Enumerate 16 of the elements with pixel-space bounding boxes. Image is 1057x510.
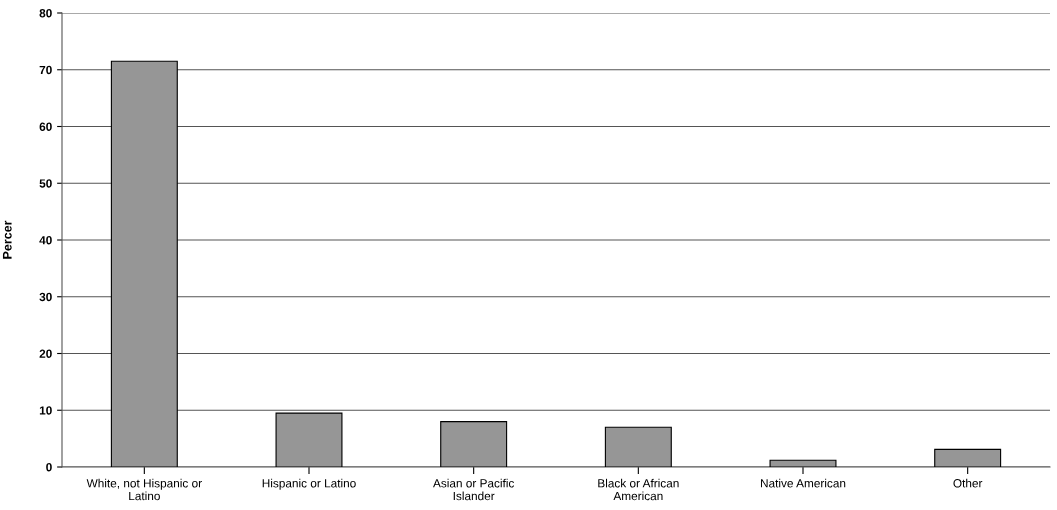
- x-tick-label: Other: [953, 478, 983, 488]
- y-tick-label: 20: [39, 349, 52, 358]
- x-tick-label: Hispanic or Latino: [262, 478, 356, 490]
- y-tick-label: 50: [39, 179, 52, 188]
- y-tick-label: 40: [39, 236, 52, 245]
- y-axis-title: Percer: [2, 220, 12, 259]
- x-tick-label: Black or African American: [598, 478, 679, 501]
- y-tick-label: 70: [39, 65, 52, 75]
- x-tick-label: White, not Hispanic or Latino: [86, 478, 202, 501]
- x-tick-label: Asian or Pacific Islander: [433, 478, 515, 501]
- y-tick-label: 30: [39, 292, 52, 302]
- y-tick-label: 0: [46, 463, 52, 472]
- y-tick-label: 10: [39, 406, 52, 415]
- x-tick-label: Native American: [760, 478, 846, 488]
- y-tick-label: 60: [39, 122, 52, 131]
- y-tick-label: 80: [39, 9, 52, 18]
